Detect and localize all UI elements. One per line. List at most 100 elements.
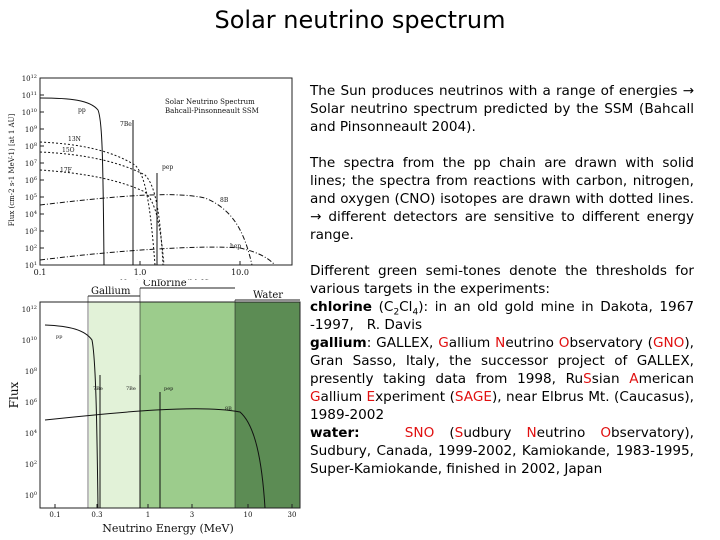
text-segment: SAGE — [454, 389, 492, 405]
text-segment: N — [495, 335, 506, 351]
band-label: Chlorine — [143, 280, 187, 289]
text-segment: O — [600, 425, 612, 441]
y-tick-label: 101 — [25, 261, 37, 270]
text-column: The Sun produces neutrinos with a range … — [310, 82, 694, 496]
spectrum-curve — [44, 408, 266, 509]
text-line: water: SNO (Sudbury Neutrino Observatory… — [310, 424, 694, 478]
plot-frame — [39, 77, 293, 266]
curve-label: 8B — [225, 406, 232, 412]
y-tick-label: 103 — [25, 227, 37, 236]
text-line: The Sun produces neutrinos with a range … — [310, 82, 694, 136]
y-tick-label: 1011 — [22, 91, 37, 100]
text-segment: Cl — [399, 299, 413, 315]
curve-label: 15O — [62, 147, 75, 154]
paragraph: Different green semi-tones denote the th… — [310, 262, 694, 478]
text-segment: water: — [310, 425, 360, 441]
y-tick-label: 102 — [25, 460, 37, 469]
solar-spectrum-figure: 1012 1011 1010 109 108 107 106 105 104 103 102 1010… — [8, 74, 293, 280]
legend-line: Bahcall-Pinsonneault SSM — [165, 107, 259, 115]
curve-label: pep — [162, 164, 173, 171]
x-tick-label: 1.0 — [134, 268, 147, 277]
text-segment: sian — [591, 371, 630, 387]
text-segment: G — [310, 389, 321, 405]
x-tick-label: 1 — [146, 511, 150, 519]
x-tick-label: 0.1 — [49, 511, 60, 519]
curve-label: pep — [164, 386, 173, 392]
y-tick-label: 100 — [25, 491, 37, 500]
y-tick-label: 106 — [25, 176, 37, 185]
text-segment: N — [526, 425, 537, 441]
spectrum-curve — [39, 97, 105, 266]
text-segment: GNO — [652, 335, 685, 351]
text-segment: ( — [434, 425, 455, 441]
spectrum-curve — [39, 151, 164, 266]
band-label: Water — [253, 290, 283, 301]
text-line: Different green semi-tones denote the th… — [310, 262, 694, 298]
text-segment: SNO — [404, 425, 435, 441]
paragraph: The spectra from the pp chain are drawn … — [310, 154, 694, 244]
text-segment: eutrino — [505, 335, 559, 351]
spectrum-curve — [44, 324, 99, 509]
y-tick-label: 1012 — [22, 305, 37, 314]
text-segment: O — [558, 335, 570, 351]
text-segment: S — [454, 425, 464, 441]
text-line: gallium: GALLEX, Gallium Neutrino Observ… — [310, 334, 694, 424]
curve-label: pp — [78, 107, 86, 114]
y-tick-label: 108 — [25, 367, 37, 376]
text-segment: (C — [372, 299, 394, 315]
text-segment: merican — [638, 371, 699, 387]
curve-label: hep — [230, 243, 241, 250]
detector-threshold-figure: Gallium Chlorine Water 1012 1010 108 106 104 102… — [7, 280, 301, 535]
curve-label: 13N — [68, 136, 81, 143]
curve-label: 7Be — [120, 121, 132, 128]
y-tick-label: 104 — [25, 429, 37, 438]
band-label: Gallium — [91, 286, 131, 297]
text-segment: gallium — [310, 335, 367, 351]
y-tick-label: 106 — [25, 398, 37, 407]
chlorine-band — [140, 302, 235, 508]
text-segment: ): in an old gold mine in Dakota, 1967 -… — [310, 299, 699, 333]
text-segment: udbury — [463, 425, 527, 441]
plot-frame — [39, 301, 301, 509]
x-axis-label: Neutrino Energy (MeV) — [120, 278, 210, 280]
x-tick-label: 3 — [190, 511, 194, 519]
y-tick-label: 1012 — [22, 74, 37, 83]
text-segment: The Sun produces neutrinos with a range … — [310, 83, 699, 135]
y-tick-label: 104 — [25, 210, 37, 219]
text-segment: ), near Elbrus Mt. (Caucasus), 1989-2002 — [310, 389, 699, 423]
curve-label: 7Be — [93, 386, 103, 392]
curve-label: 8B — [220, 197, 229, 204]
x-tick-label: 0.3 — [91, 511, 102, 519]
text-segment: allium — [320, 389, 367, 405]
x-axis-label: Neutrino Energy (MeV) — [102, 522, 234, 535]
text-segment: G — [438, 335, 449, 351]
text-segment: bservatory ( — [569, 335, 653, 351]
text-line: The spectra from the pp chain are drawn … — [310, 154, 694, 244]
text-segment: 2 — [393, 307, 400, 318]
curve-label: 17F — [60, 167, 72, 174]
paragraph: The Sun produces neutrinos with a range … — [310, 82, 694, 136]
y-tick-label: 1010 — [22, 108, 37, 117]
text-segment: E — [366, 389, 376, 405]
x-tick-label: 10.0 — [231, 268, 249, 277]
text-segment: : GALLEX, — [366, 335, 439, 351]
legend-line: Solar Neutrino Spectrum — [165, 98, 255, 106]
text-segment: bservatory), Sudbury, Canada, 1999-2002,… — [310, 425, 699, 477]
water-band — [235, 302, 300, 508]
text-segment: S — [583, 371, 592, 387]
curve-label: 7Be — [126, 386, 136, 392]
text-segment: A — [629, 371, 639, 387]
x-tick-label: 0.1 — [34, 268, 47, 277]
y-axis-label: Flux — [7, 381, 21, 408]
text-segment: The spectra from the pp chain are drawn … — [310, 155, 699, 243]
text-segment: allium — [448, 335, 496, 351]
y-tick-label: 108 — [25, 142, 37, 151]
text-segment: chlorine — [310, 299, 372, 315]
x-tick-label: 10 — [244, 511, 253, 519]
curve-label: pp — [56, 334, 62, 340]
y-tick-label: 107 — [25, 159, 37, 168]
slide-title: Solar neutrino spectrum — [214, 6, 506, 34]
text-segment — [360, 425, 405, 441]
text-segment: Different green semi-tones denote the th… — [310, 263, 699, 297]
